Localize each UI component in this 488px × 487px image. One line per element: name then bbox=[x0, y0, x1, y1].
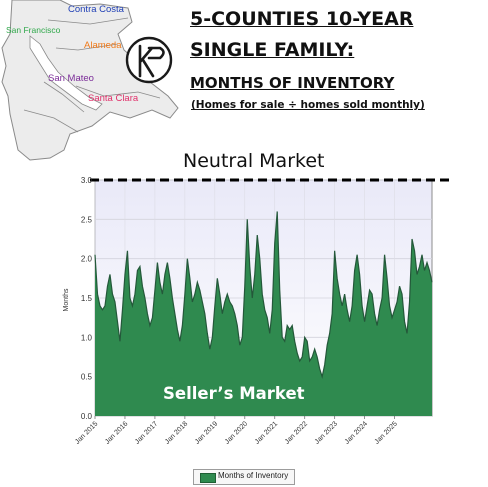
legend-label: Months of Inventory bbox=[218, 471, 289, 480]
y-tick-label: 3.0 bbox=[81, 176, 93, 185]
map-county-borders bbox=[23, 17, 161, 133]
x-tick-label: Jan 2018 bbox=[164, 420, 189, 445]
chart-legend: Months of Inventory bbox=[193, 469, 295, 485]
neutral-market-label: Neutral Market bbox=[183, 150, 325, 172]
county-label-santa-clara: Santa Clara bbox=[88, 93, 139, 104]
x-tick-label: Jan 2025 bbox=[374, 420, 399, 445]
series-area-months-of-inventory bbox=[95, 211, 432, 416]
county-label-alameda: Alameda bbox=[84, 40, 122, 51]
legend-swatch bbox=[200, 473, 216, 483]
x-tick-label: Jan 2016 bbox=[104, 420, 129, 445]
y-tick-label: 2.5 bbox=[81, 215, 93, 224]
y-axis-ticks: 0.0 0.5 1.0 1.5 2.0 2.5 3.0 bbox=[81, 176, 93, 421]
y-tick-label: 1.0 bbox=[81, 333, 93, 342]
series-line-months-of-inventory bbox=[94, 211, 433, 380]
county-label-contra-costa: Contra Costa bbox=[68, 4, 124, 15]
sellers-market-label: Seller’s Market bbox=[163, 384, 305, 403]
y-tick-label: 0.0 bbox=[81, 412, 93, 421]
x-axis-ticks: Jan 2015 Jan 2016 Jan 2017 Jan 2018 Jan 2019… bbox=[74, 416, 399, 446]
subtitle: (Homes for sale ÷ homes sold monthly) bbox=[191, 99, 425, 111]
inventory-chart: 0.00.51.01.52.02.53.0 Jan 2015 Jan 2016 Ja… bbox=[63, 176, 452, 446]
kp-logo bbox=[125, 36, 173, 84]
x-tick-label: Jan 2020 bbox=[224, 420, 249, 445]
map-bay-water bbox=[29, 35, 103, 111]
x-tick-label: Jan 2021 bbox=[254, 420, 279, 445]
title-line-3: MONTHS OF INVENTORY bbox=[190, 74, 395, 92]
x-tick-label: Jan 2015 bbox=[74, 420, 99, 445]
bay-area-map bbox=[1, 0, 179, 161]
y-tick-label: 1.5 bbox=[81, 294, 93, 303]
map-coast-outline bbox=[1, 0, 179, 161]
title-line-2: SINGLE FAMILY: bbox=[190, 39, 355, 61]
county-label-san-mateo: San Mateo bbox=[48, 73, 94, 84]
x-tick-label: Jan 2023 bbox=[314, 420, 339, 445]
x-tick-label: Jan 2019 bbox=[194, 420, 219, 445]
county-label-san-francisco: San Francisco bbox=[6, 25, 61, 35]
x-tick-label: Jan 2022 bbox=[284, 420, 309, 445]
title-line-1: 5-COUNTIES 10-YEAR bbox=[190, 8, 414, 30]
x-tick-label: Jan 2024 bbox=[344, 420, 369, 445]
x-tick-label: Jan 2017 bbox=[134, 420, 159, 445]
y-tick-label: 2.0 bbox=[81, 255, 93, 264]
y-axis-label: Months bbox=[63, 288, 70, 311]
y-tick-label: 0.5 bbox=[81, 373, 93, 382]
